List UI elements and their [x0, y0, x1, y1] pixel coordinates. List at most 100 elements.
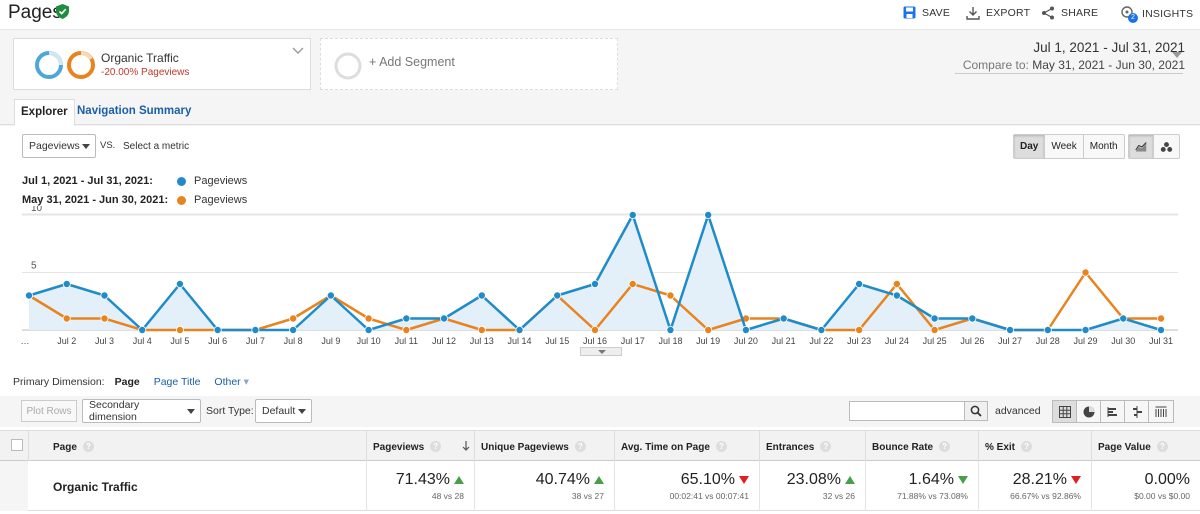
- tab-navigation-summary[interactable]: Navigation Summary: [77, 105, 192, 117]
- line-chart-icon: [1135, 141, 1147, 151]
- column-label: Page: [53, 442, 77, 453]
- data-point: [138, 326, 147, 335]
- sort-type-label: Sort Type:: [206, 405, 254, 417]
- pivot-view-button[interactable]: [1149, 401, 1173, 422]
- date-range-caret-icon[interactable]: [1172, 52, 1182, 58]
- add-segment-button[interactable]: + Add Segment: [320, 38, 618, 90]
- help-icon[interactable]: ?: [1021, 441, 1033, 452]
- percentage-view-button[interactable]: [1077, 401, 1101, 422]
- data-view-button[interactable]: [1053, 401, 1077, 422]
- column-header-avg-time-on-page[interactable]: Avg. Time on Page?: [614, 431, 759, 461]
- search-button[interactable]: [964, 401, 988, 421]
- motion-chart-button[interactable]: [1154, 135, 1179, 158]
- day-button[interactable]: Day: [1014, 135, 1046, 158]
- x-tick-label: Jul 18: [658, 336, 682, 346]
- legend-series-previous: Pageviews: [194, 194, 248, 206]
- x-tick-label: Jul 9: [321, 336, 340, 346]
- y-tick-label: 5: [31, 261, 37, 272]
- segment-name: Organic Traffic: [101, 51, 179, 65]
- help-icon[interactable]: ?: [820, 441, 832, 452]
- dimension-page[interactable]: Page: [114, 376, 140, 388]
- x-tick-label: Jul 23: [847, 336, 871, 346]
- data-point: [213, 326, 222, 335]
- chart-expander-handle[interactable]: [580, 347, 622, 356]
- data-point: [364, 326, 373, 335]
- column-header-entrances[interactable]: Entrances?: [759, 431, 865, 461]
- x-tick-label: Jul 15: [545, 336, 569, 346]
- data-point: [855, 326, 864, 335]
- help-icon[interactable]: ?: [430, 441, 442, 452]
- data-point: [402, 326, 411, 335]
- share-button[interactable]: SHARE: [1041, 6, 1098, 20]
- data-point: [628, 211, 637, 219]
- segment-change: -20.00% Pageviews: [101, 67, 190, 78]
- select-metric-link[interactable]: Select a metric: [123, 141, 190, 152]
- help-icon[interactable]: ?: [715, 441, 727, 452]
- cell-value-text: 28.21%: [1012, 471, 1067, 488]
- data-point: [1006, 326, 1015, 335]
- table-cell: 40.74% 38 vs 27: [474, 461, 614, 511]
- tab-explorer[interactable]: Explorer: [14, 99, 75, 126]
- data-point: [477, 291, 486, 300]
- secondary-dimension-select[interactable]: Secondary dimension: [82, 399, 201, 423]
- line-chart-button[interactable]: [1129, 135, 1154, 158]
- column-header-page[interactable]: Page?: [28, 431, 366, 461]
- column-header-page-value[interactable]: Page Value?: [1091, 431, 1200, 461]
- column-header-unique-pageviews[interactable]: Unique Pageviews?: [474, 431, 614, 461]
- data-point: [741, 326, 750, 335]
- x-tick-label: Jul 6: [208, 336, 227, 346]
- date-range-picker[interactable]: Jul 1, 2021 - Jul 31, 2021 Compare to: M…: [963, 40, 1185, 72]
- insights-button[interactable]: 2 INSIGHTS: [1120, 6, 1193, 23]
- cell-value-text: 0.00%: [1144, 471, 1190, 488]
- help-icon[interactable]: ?: [574, 441, 586, 452]
- pageviews-line-chart: 5 10 … Jul 2 Jul 3 Jul 4 Jul 5 Jul 6 Jul 7 Jul 8 J…: [21, 206, 1178, 346]
- compare-range: May 31, 2021 - Jun 30, 2021: [1032, 58, 1185, 72]
- column-header-bounce-rate[interactable]: Bounce Rate?: [865, 431, 978, 461]
- segment-organic-traffic[interactable]: Organic Traffic -20.00% Pageviews: [13, 38, 311, 90]
- export-label: EXPORT: [986, 7, 1031, 19]
- cell-value-text: 23.08%: [786, 471, 841, 488]
- data-point: [24, 291, 33, 300]
- bar-list-icon: [1107, 406, 1117, 417]
- x-tick-label: Jul 20: [734, 336, 758, 346]
- dimension-page-title[interactable]: Page Title: [153, 376, 201, 388]
- cell-value-text: 71.43%: [395, 471, 450, 488]
- trend-up-icon: [454, 476, 464, 484]
- x-tick-label: Jul 5: [170, 336, 189, 346]
- help-icon[interactable]: ?: [1156, 441, 1168, 452]
- cell-value: 28.21%: [1013, 471, 1081, 489]
- cell-detail: 38 vs 27: [571, 491, 604, 501]
- data-point: [440, 314, 449, 323]
- chevron-down-icon[interactable]: [292, 47, 304, 55]
- comparison-view-button[interactable]: [1125, 401, 1149, 422]
- dimension-other[interactable]: Other: [214, 376, 248, 388]
- table-header: Page? Pageviews? Unique Pageviews? Avg. …: [0, 430, 1200, 461]
- data-point: [1081, 326, 1090, 335]
- week-button[interactable]: Week: [1045, 135, 1084, 158]
- column-label: % Exit: [985, 442, 1016, 453]
- legend-dot-previous: [177, 195, 186, 205]
- column-header-pageviews[interactable]: Pageviews?: [366, 431, 474, 461]
- plot-rows-button[interactable]: Plot Rows: [21, 400, 77, 422]
- month-button[interactable]: Month: [1089, 141, 1118, 152]
- save-button[interactable]: SAVE: [903, 6, 950, 19]
- table-cell: 71.43% 48 vs 28: [366, 461, 474, 511]
- legend-item-previous: Pageviews: [177, 194, 247, 206]
- data-point: [364, 314, 373, 323]
- cell-value: 0.00%: [1145, 471, 1190, 489]
- sort-type-select[interactable]: Default: [255, 399, 312, 423]
- performance-view-button[interactable]: [1101, 401, 1125, 422]
- help-icon[interactable]: ?: [939, 441, 951, 452]
- export-button[interactable]: EXPORT: [966, 6, 1030, 20]
- advanced-filter-link[interactable]: advanced: [995, 405, 1041, 417]
- table-search-input[interactable]: [849, 401, 965, 421]
- chart-type-group: [1128, 134, 1180, 159]
- column-header-exit[interactable]: % Exit?: [978, 431, 1091, 461]
- comparison-icon: [1132, 405, 1142, 418]
- help-icon[interactable]: ?: [82, 441, 94, 452]
- x-tick-label: …: [21, 336, 30, 346]
- table-view-group: [1052, 400, 1174, 423]
- metric-select[interactable]: Pageviews: [22, 134, 96, 158]
- data-point: [175, 280, 184, 289]
- select-all-checkbox[interactable]: [11, 439, 23, 451]
